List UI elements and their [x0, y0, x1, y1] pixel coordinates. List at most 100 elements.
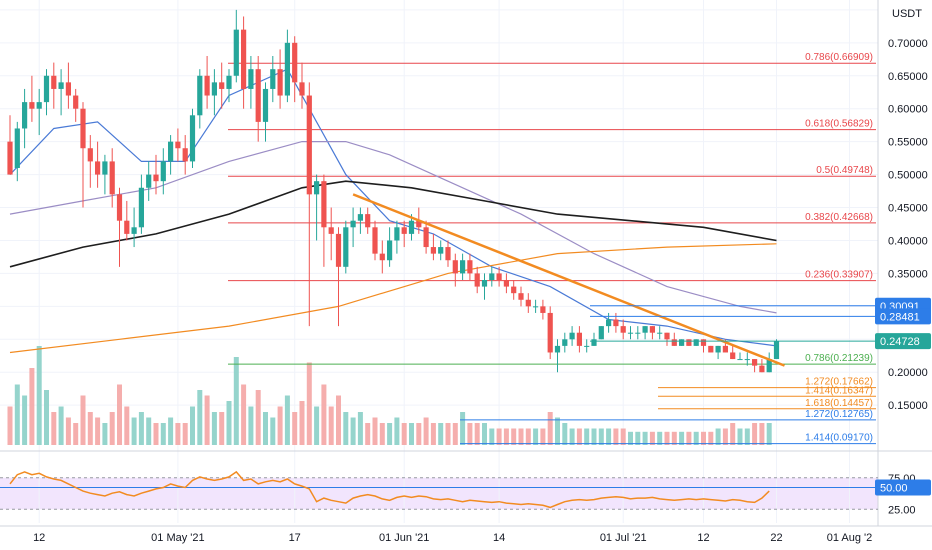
price-tag-bg	[875, 333, 931, 350]
volume-bar	[467, 423, 473, 445]
fib-label: 0.786(0.66909)	[805, 52, 873, 63]
candle-body	[175, 141, 181, 149]
candle-body	[109, 161, 115, 195]
candle-body	[233, 29, 239, 76]
volume-bar	[343, 412, 349, 445]
fib-label: 0.5(0.49748)	[816, 165, 873, 176]
date-tick-label: 12	[33, 532, 45, 544]
date-tick-label: 01 May '21	[151, 532, 204, 544]
candle-body	[401, 227, 407, 234]
volume-bar	[102, 423, 108, 445]
volume-bar	[117, 384, 122, 445]
candle-body	[430, 247, 436, 254]
candle	[204, 56, 210, 109]
candle	[51, 62, 57, 109]
rsi-line	[9, 470, 770, 509]
candle	[584, 339, 590, 353]
candle	[394, 220, 400, 254]
price-tag-text: 0.24728	[880, 336, 920, 348]
volume-bar	[270, 417, 276, 445]
volume-bar	[511, 428, 517, 445]
candle	[503, 273, 509, 294]
candle	[168, 135, 174, 175]
candle-body	[248, 69, 254, 89]
price-tick-label: 0.40000	[888, 235, 928, 247]
candles[interactable]	[7, 9, 780, 373]
candle-body	[255, 69, 261, 122]
volume-bar	[36, 346, 42, 445]
candle	[401, 220, 407, 248]
candle-body	[700, 339, 707, 346]
candle-body	[124, 220, 130, 234]
volume-bar	[241, 384, 247, 445]
candle	[679, 339, 685, 346]
volume-bar	[482, 423, 487, 445]
candle-body	[270, 69, 276, 89]
candle-body	[387, 240, 393, 261]
candle	[686, 339, 692, 346]
candle	[430, 233, 436, 261]
volume-bar	[58, 406, 64, 445]
date-tick-label: 22	[770, 532, 782, 544]
volume-bar	[452, 423, 458, 445]
candle	[292, 36, 298, 103]
volume-bar	[29, 368, 35, 445]
volume-bar	[649, 431, 655, 445]
volume-bar	[401, 423, 407, 445]
moving-average-line	[9, 180, 777, 268]
candle-body	[394, 227, 400, 241]
candle	[343, 220, 349, 274]
candle	[153, 154, 159, 195]
candle	[445, 240, 451, 267]
volume-bar	[474, 423, 480, 445]
candle-body	[343, 227, 349, 267]
candle-body	[445, 247, 451, 261]
price-tick-label: 0.45000	[888, 203, 928, 215]
trendline[interactable]	[352, 193, 785, 367]
volume-bar	[423, 417, 429, 445]
candle-body	[241, 29, 247, 89]
volume-bar	[722, 428, 728, 445]
fib-label: 0.786(0.21239)	[805, 353, 873, 364]
volume-bar	[379, 423, 385, 445]
price-tick-label: 0.35000	[888, 268, 928, 280]
volume-bar	[503, 428, 509, 445]
candle-body	[730, 352, 736, 360]
volume-bar	[671, 431, 677, 445]
candle	[562, 332, 568, 353]
candle	[620, 319, 626, 340]
currency-label: USDT	[892, 8, 922, 20]
volume-bar	[211, 412, 217, 445]
volume-bar	[620, 428, 626, 445]
candle	[233, 9, 239, 83]
volume-bar	[182, 423, 188, 445]
candle-body	[518, 293, 524, 300]
candle-body	[335, 233, 342, 267]
candle	[657, 326, 663, 340]
candle	[533, 299, 539, 313]
volume-bar	[153, 423, 159, 445]
volume-bar	[263, 412, 268, 445]
candle-body	[606, 319, 612, 327]
volume-bar	[679, 431, 685, 445]
candle	[554, 339, 561, 373]
fib-label: 0.382(0.42668)	[805, 212, 873, 223]
candle-body	[65, 82, 71, 96]
candle	[109, 148, 115, 208]
candle-body	[131, 227, 137, 234]
candle-body	[613, 319, 619, 327]
volume-bar	[175, 423, 181, 445]
rsi-panel	[0, 470, 878, 510]
candle	[540, 299, 546, 320]
price-tick-label: 0.55000	[888, 137, 928, 149]
candle-body	[168, 141, 174, 162]
candle	[474, 266, 480, 294]
candle	[175, 128, 181, 162]
date-tick-label: 01 Jul '21	[600, 532, 647, 544]
fib-label: 1.414(0.16347)	[805, 385, 873, 396]
volume-bar	[22, 395, 28, 445]
candle	[248, 56, 254, 109]
candle	[29, 75, 35, 122]
